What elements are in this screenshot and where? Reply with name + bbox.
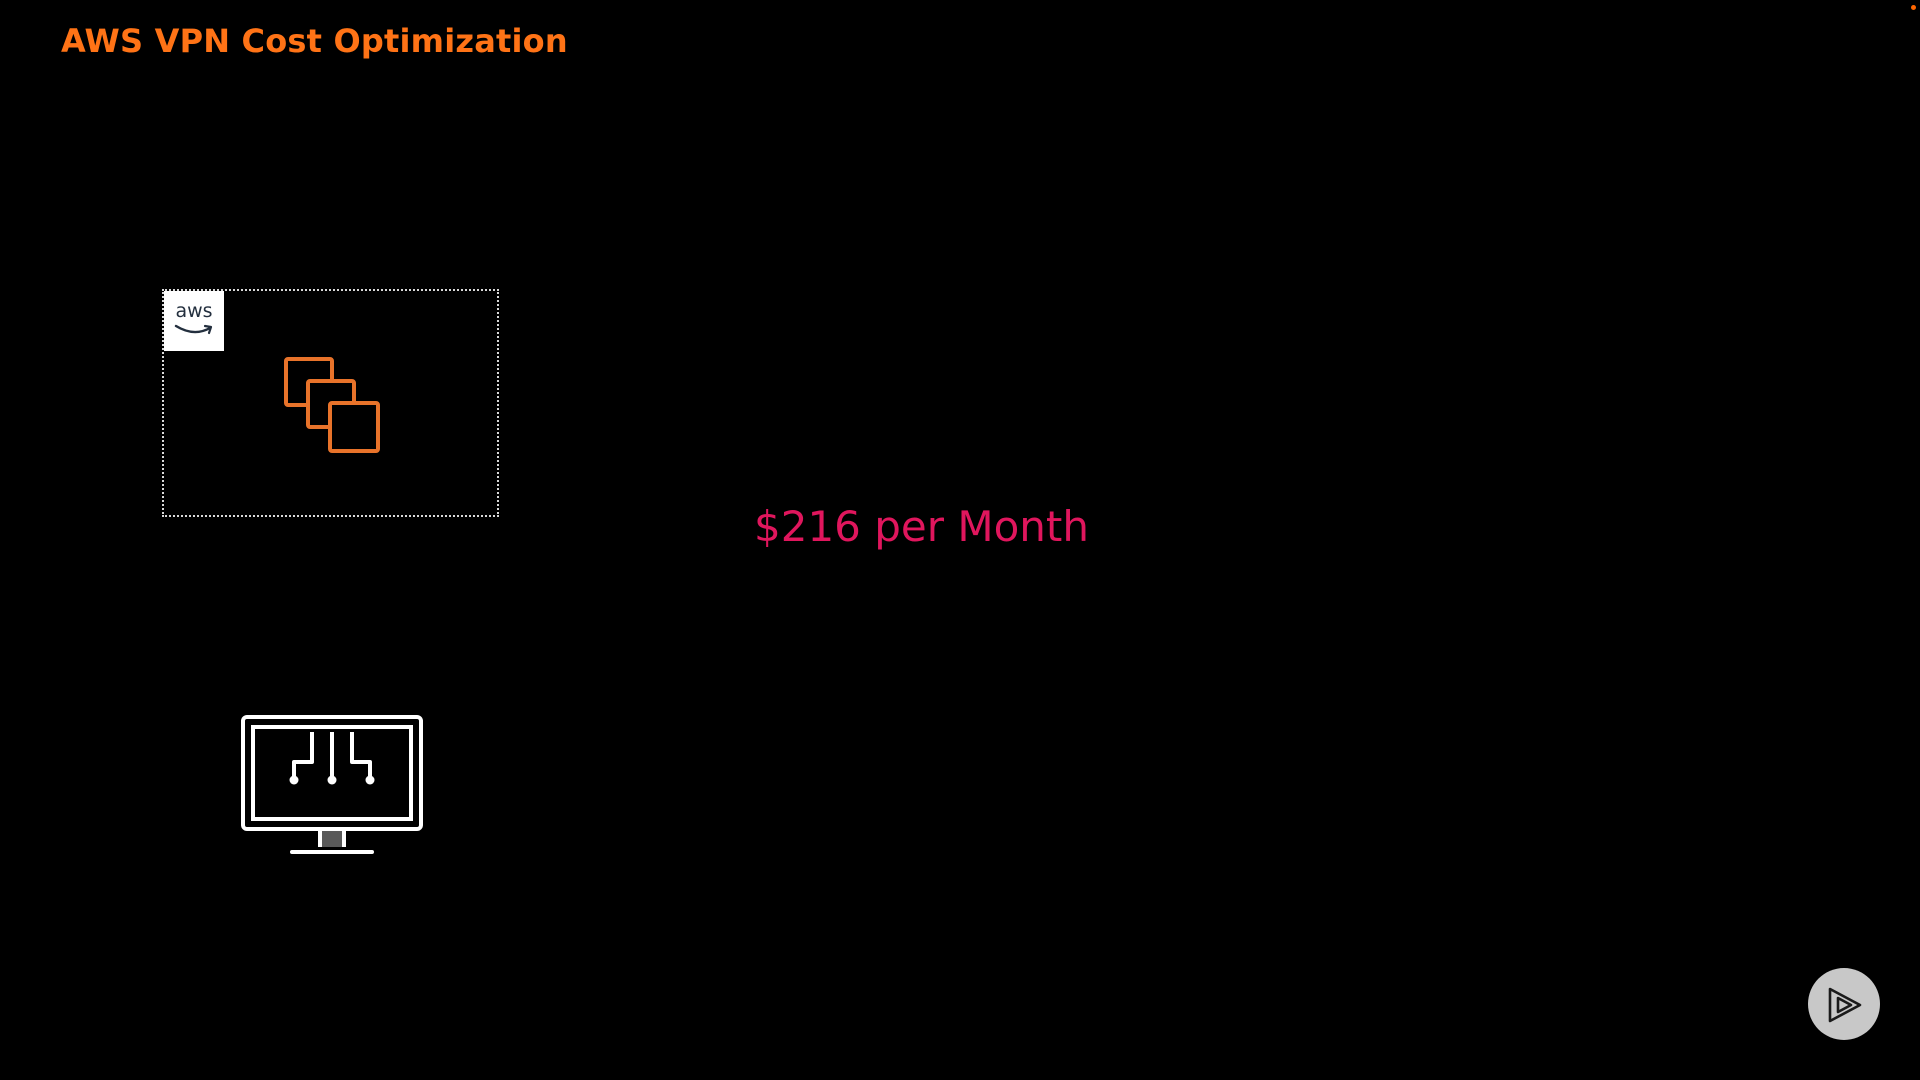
aws-logo-text: aws <box>175 300 213 322</box>
aws-smile-icon <box>174 324 213 335</box>
accent-dot <box>1911 5 1916 10</box>
ec2-instances-icon <box>284 357 380 453</box>
aws-cloud-group: aws <box>162 289 499 517</box>
slide-title: AWS VPN Cost Optimization <box>61 22 568 60</box>
aws-logo-badge: aws <box>164 291 224 351</box>
pluralsight-play-icon <box>1828 987 1862 1023</box>
monthly-cost-label: $216 per Month <box>754 502 1089 551</box>
player-play-button[interactable] <box>1808 968 1880 1040</box>
client-computer-icon <box>241 715 423 854</box>
